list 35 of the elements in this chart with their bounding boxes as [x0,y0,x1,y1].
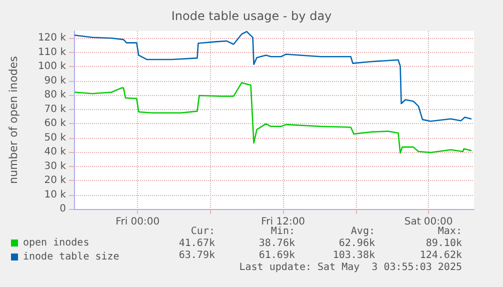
y-tick-label: 100 k [38,61,66,72]
y-tick-label: 50 k [44,132,66,144]
x-tick-label: Sat 00:00 [404,216,453,228]
text: Max: [438,226,462,237]
y-tick-label: 120 k [38,32,66,44]
x-tick-label: Fri 00:00 [116,216,160,228]
y-tick-label: 0 [60,204,66,214]
y-tick-label: 40 k [44,146,66,158]
text: 62.96k [338,238,375,249]
text: Cur: [190,226,215,237]
line-series [74,82,472,154]
y-tick-label: 30 k [44,160,66,172]
y-tick-label: 80 k [44,90,66,101]
chart-title: Inode table usage - by day [171,9,332,23]
text: 103.38k [332,250,375,261]
y-tick-label: 60 k [44,118,66,130]
text: 63.79k [178,250,215,261]
y-axis-title: number of open inodes [7,56,20,184]
text: Min: [270,226,295,237]
legend-label: open inodes [23,238,90,248]
y-tick-label: 70 k [44,104,66,115]
text: Last update: Sat May 3 03:55:03 2025 [239,262,462,273]
line-series [74,30,472,122]
text: 41.67k [178,238,215,249]
legend-label: inode table size [23,252,120,262]
text: 61.69k [258,250,295,261]
y-tick-label: 10 k [44,189,66,200]
y-tick-label: 90 k [44,75,66,86]
x-tick-label: Fri 12:00 [261,216,306,228]
text: Avg: [350,226,375,237]
y-tick-label: 20 k [44,175,66,186]
text: 89.10k [426,238,462,249]
text: 124.62k [420,250,462,261]
y-tick-label: 110 k [38,46,66,58]
text: 38.76k [258,238,295,249]
